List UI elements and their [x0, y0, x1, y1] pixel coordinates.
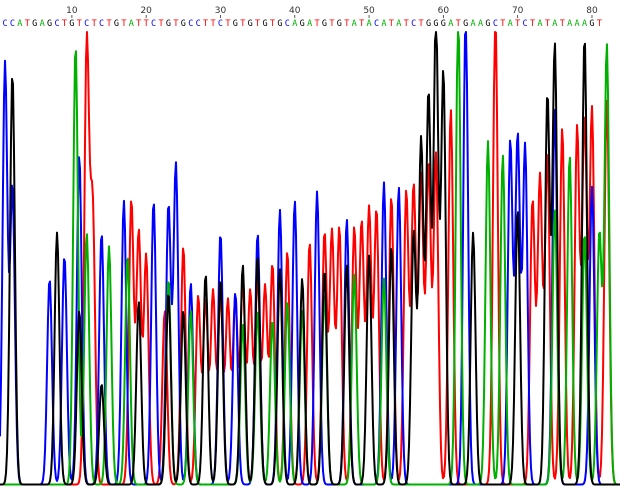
base-call: T	[270, 19, 275, 29]
base-call: T	[77, 19, 82, 29]
base-call: C	[374, 19, 379, 29]
base-call: G	[433, 19, 438, 29]
base-call: C	[188, 19, 193, 29]
base-call: G	[300, 19, 305, 29]
base-call: C	[493, 19, 498, 29]
base-call: T	[389, 19, 394, 29]
base-call: C	[84, 19, 89, 29]
base-call: A	[508, 19, 513, 29]
base-call: C	[151, 19, 156, 29]
base-call: C	[196, 19, 201, 29]
base-call: C	[10, 19, 15, 29]
base-call: A	[471, 19, 476, 29]
base-call: C	[2, 19, 7, 29]
base-call: T	[210, 19, 215, 29]
base-call: G	[337, 19, 342, 29]
base-call: T	[144, 19, 149, 29]
base-call: G	[426, 19, 431, 29]
base-call: A	[17, 19, 22, 29]
position-tick-label: 80	[586, 6, 598, 16]
base-call: T	[597, 19, 602, 29]
base-call: T	[136, 19, 141, 29]
base-call: G	[589, 19, 594, 29]
base-call: T	[500, 19, 505, 29]
base-call: A	[537, 19, 542, 29]
base-call: T	[158, 19, 163, 29]
base-call: A	[129, 19, 134, 29]
base-call: T	[106, 19, 111, 29]
position-tick-label: 40	[289, 6, 301, 16]
position-tick-label: 60	[438, 6, 450, 16]
position-tick-label: 70	[512, 6, 524, 16]
base-call: C	[285, 19, 290, 29]
base-call: T	[456, 19, 461, 29]
base-call: T	[419, 19, 424, 29]
base-call: C	[411, 19, 416, 29]
base-call: C	[99, 19, 104, 29]
base-call: G	[485, 19, 490, 29]
base-call: G	[322, 19, 327, 29]
base-call: A	[367, 19, 372, 29]
base-call: T	[225, 19, 230, 29]
base-call: T	[515, 19, 520, 29]
base-call: A	[582, 19, 587, 29]
base-call: C	[523, 19, 528, 29]
base-call: T	[255, 19, 260, 29]
base-call: A	[292, 19, 297, 29]
trace-lines	[0, 31, 620, 486]
position-tick-label: 10	[66, 6, 78, 16]
base-call: A	[448, 19, 453, 29]
base-call: G	[181, 19, 186, 29]
base-call: T	[62, 19, 67, 29]
base-call: T	[560, 19, 565, 29]
base-call: T	[404, 19, 409, 29]
trace-G	[0, 31, 620, 486]
base-call: G	[233, 19, 238, 29]
base-call: G	[248, 19, 253, 29]
base-call: T	[344, 19, 349, 29]
base-call: G	[114, 19, 119, 29]
base-call: G	[262, 19, 267, 29]
base-call: G	[166, 19, 171, 29]
base-call: G	[441, 19, 446, 29]
base-call: G	[69, 19, 74, 29]
base-call: A	[352, 19, 357, 29]
position-ticks: 10 20 30 40 50 60 70 80	[66, 6, 598, 18]
base-call: T	[92, 19, 97, 29]
base-call: A	[381, 19, 386, 29]
base-call: A	[396, 19, 401, 29]
base-call: A	[40, 19, 45, 29]
base-call: A	[575, 19, 580, 29]
base-call: T	[25, 19, 30, 29]
base-call: A	[307, 19, 312, 29]
base-call: A	[567, 19, 572, 29]
position-tick-label: 30	[215, 6, 227, 16]
base-call: A	[552, 19, 557, 29]
base-call: G	[277, 19, 282, 29]
base-call: C	[218, 19, 223, 29]
base-call: T	[121, 19, 126, 29]
base-call: T	[359, 19, 364, 29]
base-call: C	[54, 19, 59, 29]
trace-C	[0, 31, 620, 486]
position-tick-label: 20	[140, 6, 152, 16]
base-call: T	[530, 19, 535, 29]
base-call: T	[314, 19, 319, 29]
base-call: T	[203, 19, 208, 29]
base-call: G	[463, 19, 468, 29]
base-call: T	[240, 19, 245, 29]
base-call: T	[329, 19, 334, 29]
position-tick-label: 50	[363, 6, 375, 16]
base-call: G	[32, 19, 37, 29]
base-call: G	[47, 19, 52, 29]
base-call: A	[478, 19, 483, 29]
base-call: T	[545, 19, 550, 29]
base-call: T	[173, 19, 178, 29]
